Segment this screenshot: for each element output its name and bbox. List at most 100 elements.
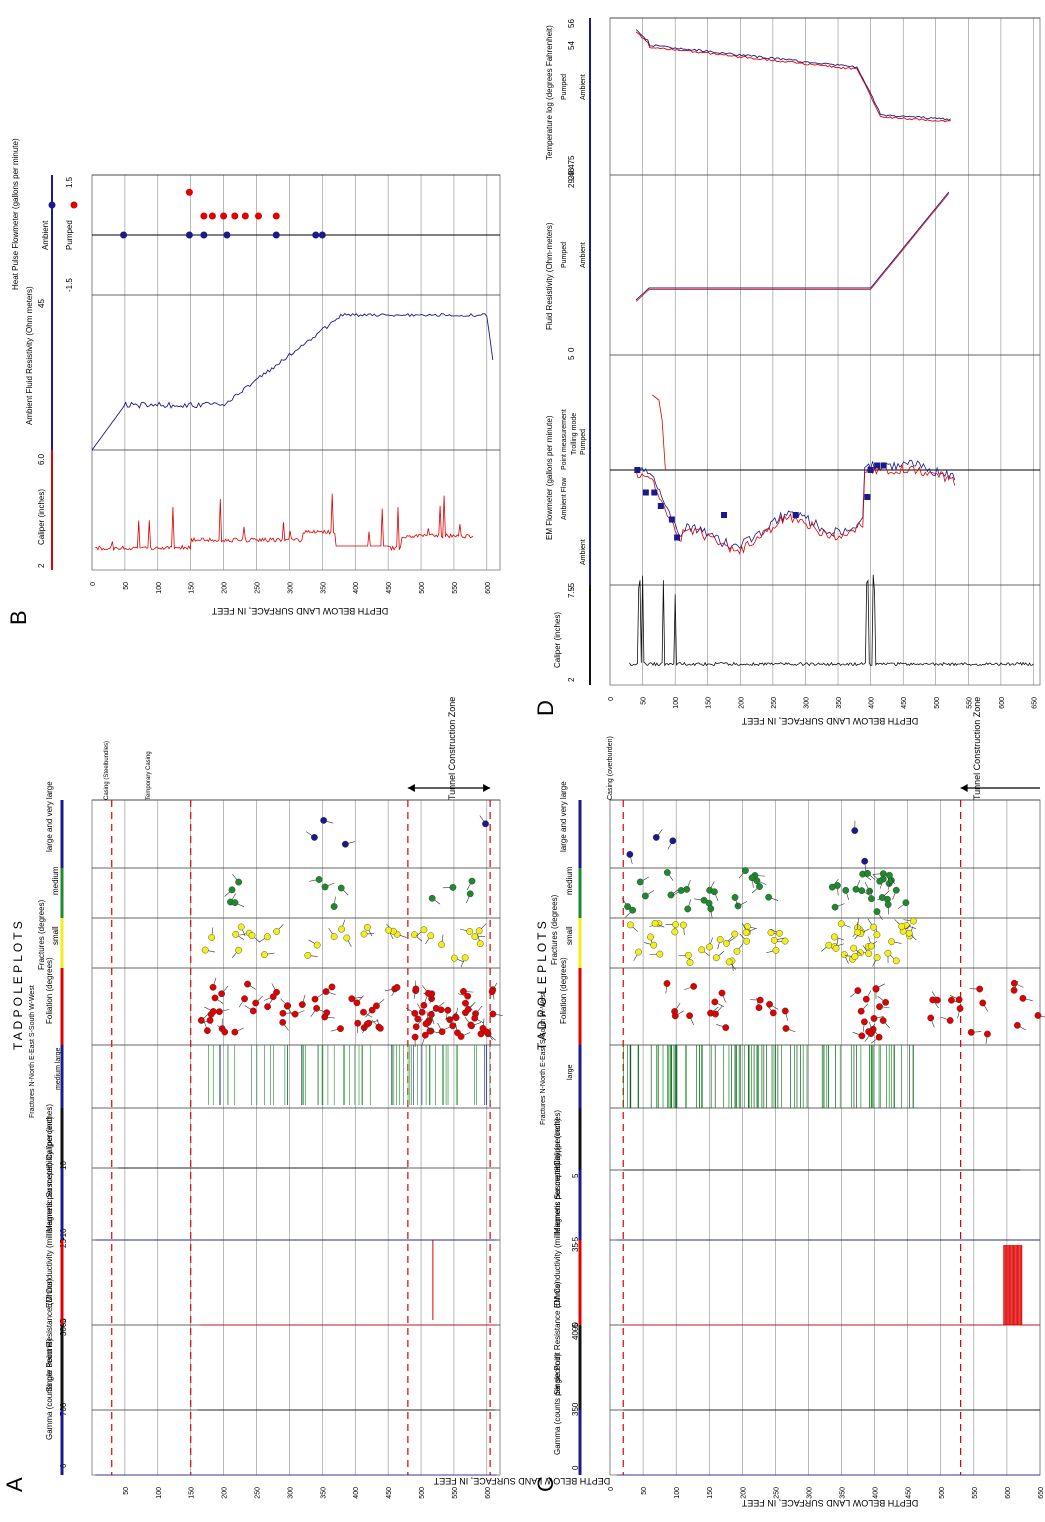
panel-a: A DEPTH BELOW LAND SURFACE, IN FEET 50 10…: [2, 697, 610, 1499]
panel-b-res-header: Ambient Fluid Resistivity (Ohm meters): [25, 286, 34, 425]
tunnel-arrowhead: [483, 784, 491, 792]
medium-fracture-tadpole: [868, 895, 875, 903]
legend-ambient-marker: [48, 201, 56, 209]
foliation-tadpole: [722, 1024, 730, 1031]
foliation-tadpole: [872, 985, 880, 992]
foliation-tadpole: [857, 1007, 865, 1015]
small-fracture-tadpole: [892, 957, 900, 965]
depth-tick-label: 150: [189, 1487, 196, 1499]
foliation-tadpole: [1019, 994, 1027, 1002]
medium-fracture-tadpole: [742, 867, 749, 874]
foliation-tadpole: [756, 996, 764, 1004]
panel-d-depth-label: DEPTH BELOW LAND SURFACE, IN FEET: [741, 716, 918, 726]
foliation-tadpole: [711, 998, 719, 1006]
foliation-tadpole: [457, 1033, 465, 1040]
panel-c-cal-header: Caliper (inches): [553, 1110, 562, 1166]
panel-d-em-legend4: Point measurement: [561, 409, 568, 470]
panel-a-casing1: Casing (Steelbundles): [104, 741, 110, 800]
small-fracture-tadpole: [685, 951, 692, 959]
foliation-tadpole: [671, 1008, 679, 1015]
panel-b-hp-header: Heat Pulse Flowmeter (gallons per minute…: [11, 138, 20, 290]
foliation-tadpole: [755, 1004, 763, 1012]
heat-pulse-ambient-point: [223, 231, 231, 239]
panel-d-letter: D: [533, 700, 558, 716]
depth-tick-label: 100: [673, 697, 680, 709]
panel-b-series: [48, 175, 500, 570]
panel-d-em-legend3: Pumped: [580, 429, 587, 455]
em-ambient-trace: [635, 459, 956, 550]
panel-d-grid: [609, 17, 1041, 686]
panel-a-gamma-header: Gamma (counts per second): [45, 1338, 54, 1440]
depth-tick-label: 500: [419, 1487, 426, 1499]
foliation-tadpole: [284, 1002, 292, 1010]
panel-c-foliation-header: Foliation (degrees): [559, 957, 568, 1024]
heat-pulse-pumped-point: [200, 212, 208, 220]
depth-tick-label: 400: [869, 697, 876, 709]
foliation-tadpole: [984, 1030, 991, 1038]
heat-pulse-pumped-point: [220, 212, 228, 220]
foliation-tadpole: [781, 1007, 789, 1015]
large-fracture-tadpole: [626, 851, 634, 858]
small-fracture-tadpole: [304, 952, 312, 959]
foliation-tadpole: [690, 982, 698, 990]
em-point-measurement: [651, 489, 658, 496]
medium-fracture-tadpole: [624, 903, 631, 911]
panel-b-hp-lo: -1.5: [65, 278, 74, 292]
panel-a-depth-label: DEPTH BELOW LAND SURFACE, IN FEET: [433, 1476, 610, 1486]
panel-b-depth-ticks: 0 50 100 150 200 250 300 350 400 450 500 550 600: [90, 582, 492, 594]
panel-a-small-header: small: [51, 926, 60, 945]
panel-a-medium-header: medium: [51, 866, 60, 895]
depth-tick-label: 300: [287, 1487, 294, 1499]
caliper-trace: [95, 493, 474, 552]
foliation-tadpole: [438, 1028, 446, 1036]
foliation-tadpole: [437, 1006, 445, 1014]
foliation-tadpole: [231, 1028, 239, 1036]
panel-b-cal-header: Caliper (inches): [37, 489, 46, 545]
panel-c-depth-ticks: 0 50 100 150 200 250 300 350 400 450 500 550 600 650: [608, 1487, 1045, 1499]
panel-c-emc-lo: -5: [571, 1322, 580, 1330]
depth-tick-label: 300: [287, 582, 294, 594]
small-fracture-tadpole: [671, 928, 679, 936]
panel-c-spr-header: Single Point Resistance (Ohms): [553, 1281, 562, 1395]
panel-b-res-hi: 45: [37, 299, 46, 308]
large-fracture-tadpole: [311, 834, 318, 841]
depth-tick-label: 600: [1005, 1487, 1012, 1499]
panel-d: D DEPTH BELOW LAND SURFACE, IN FEET 0 50 1…: [533, 17, 1041, 726]
depth-tick-label: 450: [386, 1487, 393, 1499]
foliation-tadpole: [279, 1009, 287, 1017]
depth-tick-label: 450: [906, 1487, 913, 1499]
medium-fracture-tadpole: [707, 905, 715, 913]
foliation-tadpole: [422, 1020, 430, 1028]
small-fracture-tadpole: [865, 950, 873, 957]
medium-fracture-tadpole: [842, 886, 850, 894]
small-fracture-tadpole: [686, 959, 694, 966]
foliation-tadpole: [215, 1008, 223, 1016]
small-fracture-tadpole: [832, 944, 840, 952]
depth-tick-label: 200: [738, 697, 745, 709]
medium-fracture-tadpole: [878, 894, 886, 901]
foliation-tadpole: [426, 1027, 434, 1035]
foliation-tadpole: [211, 994, 219, 1002]
panel-a-series: [95, 784, 503, 1476]
foliation-tadpole: [376, 1024, 384, 1032]
small-fracture-tadpole: [471, 933, 479, 941]
foliation-tadpole: [221, 1028, 229, 1036]
large-fracture-tadpole: [652, 834, 660, 841]
foliation-tadpole: [769, 1009, 777, 1017]
small-fracture-tadpole: [870, 923, 877, 931]
depth-tick-label: 200: [222, 582, 229, 594]
medium-fracture-tadpole: [700, 896, 708, 904]
small-fracture-tadpole: [438, 941, 445, 949]
depth-tick-label: 500: [939, 1487, 946, 1499]
small-fracture-tadpole: [776, 929, 783, 937]
small-fracture-tadpole: [873, 931, 881, 939]
panel-d-depth-ticks: 0 50 100 150 200 250 300 350 400 450 500 550 600 650: [608, 697, 1038, 709]
panel-a-cal-header: Caliper (inches): [45, 1104, 54, 1160]
medium-fracture-tadpole: [892, 886, 900, 894]
foliation-tadpole: [955, 996, 963, 1004]
panel-d-em-lo: -5: [567, 582, 576, 590]
medium-fracture-tadpole: [734, 902, 742, 910]
large-fracture-tadpole: [341, 840, 349, 848]
small-fracture-tadpole: [743, 937, 751, 945]
